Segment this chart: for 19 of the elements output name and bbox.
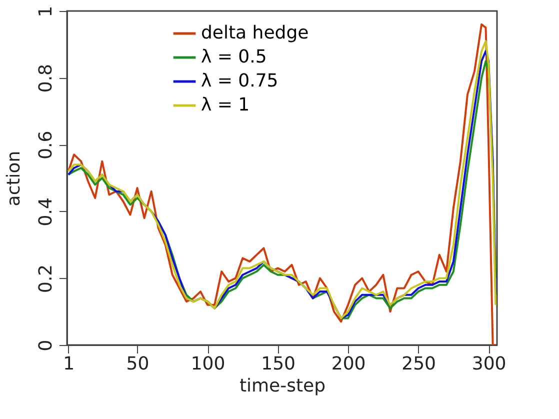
y-tick-label: 0.6 (36, 130, 56, 160)
y-tick-label: 0.8 (36, 64, 56, 93)
legend-label: λ = 1 (201, 94, 250, 116)
x-tick-label: 1 (63, 354, 75, 374)
legend-label: λ = 0.5 (201, 46, 267, 68)
legend-label: delta hedge (201, 22, 309, 44)
y-tick-label: 0.2 (36, 264, 56, 294)
x-tick-label: 200 (331, 354, 366, 374)
x-tick-label: 300 (472, 354, 506, 374)
x-tick-label: 150 (261, 354, 296, 374)
x-tick-label: 100 (190, 354, 226, 374)
y-axis-title: action (4, 150, 24, 206)
y-tick-label: 0 (36, 340, 56, 352)
y-tick-label: 1 (36, 6, 56, 18)
x-axis-title: time-step (239, 376, 326, 396)
x-tick-label: 250 (402, 354, 436, 374)
legend-label: λ = 0.75 (201, 70, 278, 92)
y-tick-label: 0.4 (36, 198, 56, 226)
x-tick-label: 50 (126, 354, 150, 374)
